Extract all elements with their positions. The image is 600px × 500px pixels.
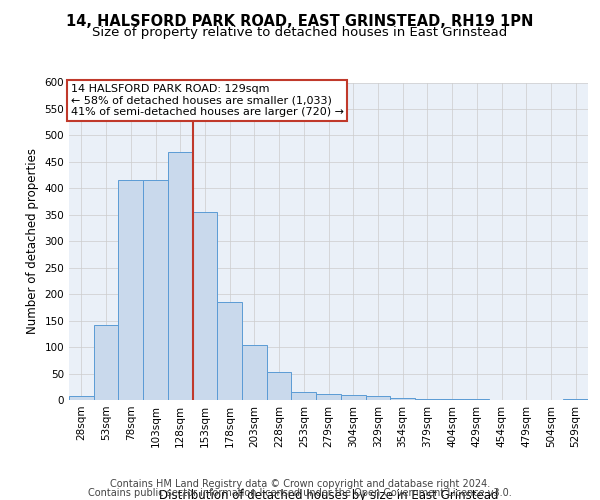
Text: Contains public sector information licensed under the Open Government Licence v3: Contains public sector information licen…	[88, 488, 512, 498]
Text: 14, HALSFORD PARK ROAD, EAST GRINSTEAD, RH19 1PN: 14, HALSFORD PARK ROAD, EAST GRINSTEAD, …	[67, 14, 533, 29]
Bar	[390, 398, 415, 400]
Bar	[94, 325, 118, 400]
Bar	[193, 212, 217, 400]
Bar	[365, 396, 390, 400]
Y-axis label: Number of detached properties: Number of detached properties	[26, 148, 39, 334]
Text: 14 HALSFORD PARK ROAD: 129sqm
← 58% of detached houses are smaller (1,033)
41% o: 14 HALSFORD PARK ROAD: 129sqm ← 58% of d…	[71, 84, 344, 117]
Text: Size of property relative to detached houses in East Grinstead: Size of property relative to detached ho…	[92, 26, 508, 39]
Bar	[292, 392, 316, 400]
Bar	[242, 345, 267, 400]
Bar	[341, 394, 365, 400]
Bar	[217, 302, 242, 400]
Bar	[69, 396, 94, 400]
Bar	[168, 152, 193, 400]
X-axis label: Distribution of detached houses by size in East Grinstead: Distribution of detached houses by size …	[159, 488, 498, 500]
Bar	[316, 394, 341, 400]
Bar	[267, 372, 292, 400]
Bar	[118, 180, 143, 400]
Bar	[143, 180, 168, 400]
Bar	[415, 399, 440, 400]
Text: Contains HM Land Registry data © Crown copyright and database right 2024.: Contains HM Land Registry data © Crown c…	[110, 479, 490, 489]
